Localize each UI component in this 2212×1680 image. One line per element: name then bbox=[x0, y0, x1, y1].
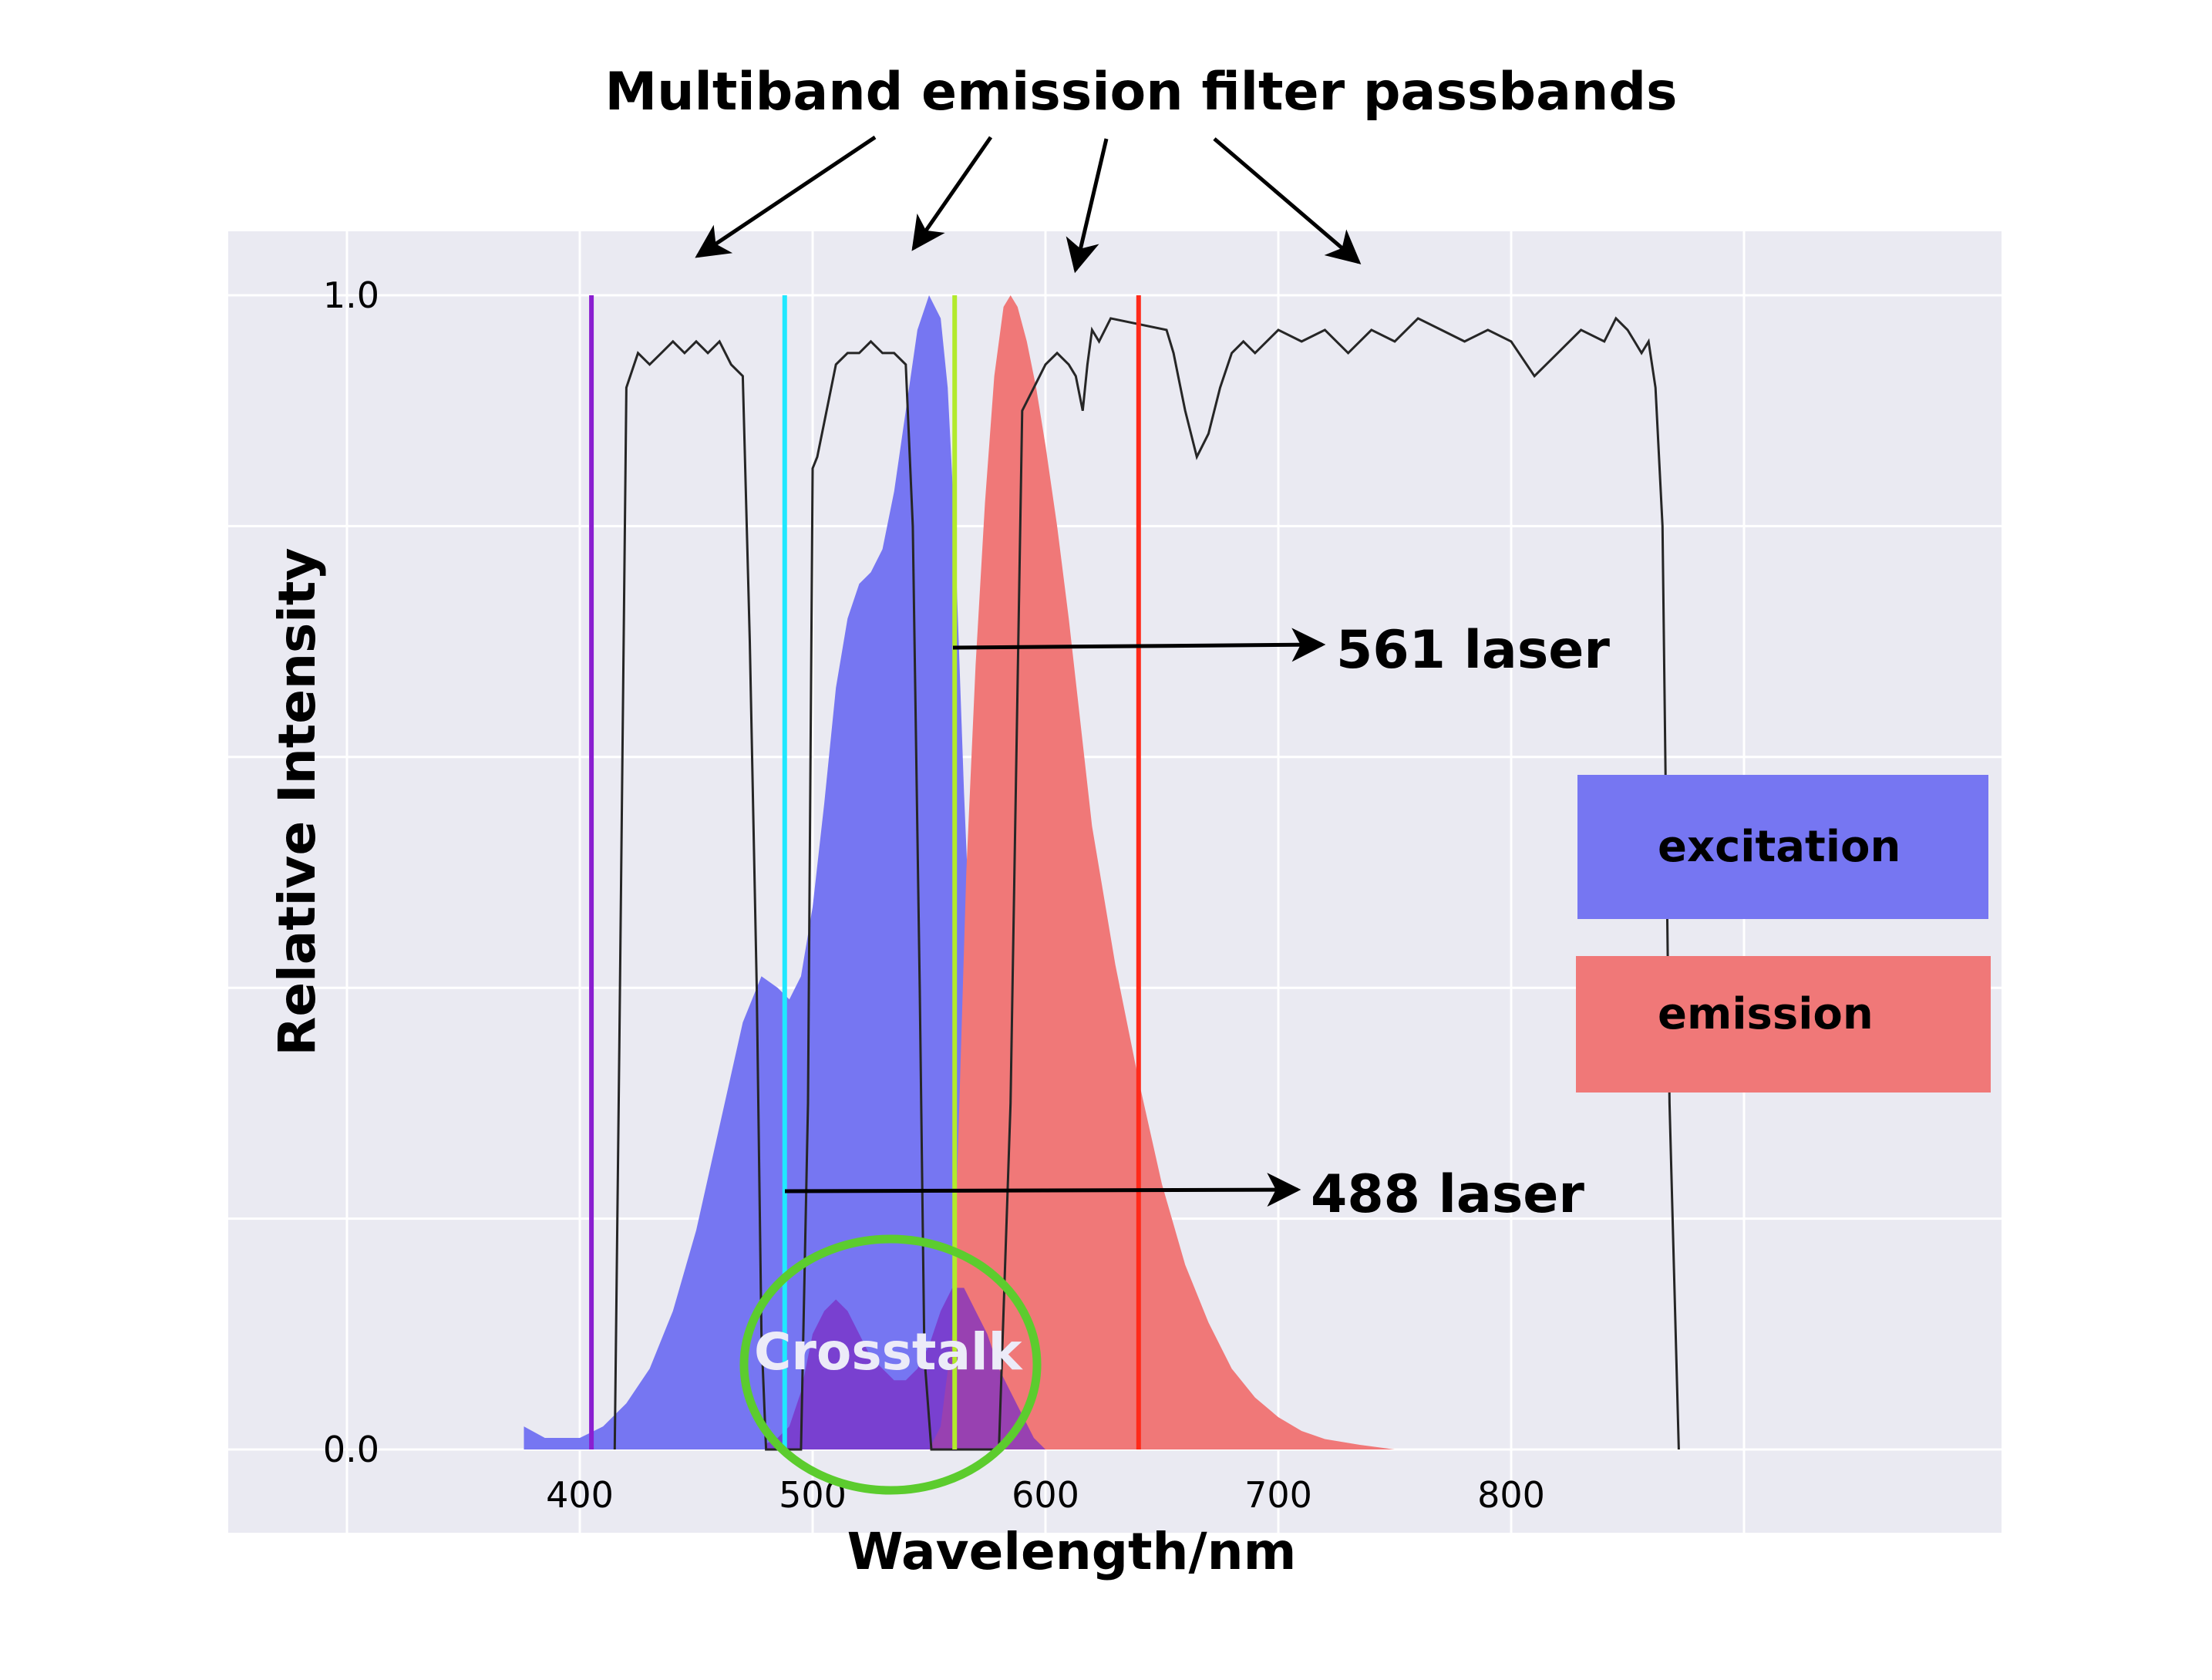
laser-488-arrow bbox=[784, 1173, 1301, 1207]
x-tick-label: 400 bbox=[546, 1474, 614, 1516]
filter-transmission-line bbox=[613, 316, 1680, 1451]
laser-488-label: 488 laser bbox=[1311, 1164, 1584, 1225]
passband-arrow-3 bbox=[1066, 138, 1109, 274]
x-tick-label: 700 bbox=[1244, 1474, 1312, 1516]
excitation-area bbox=[524, 295, 1045, 1449]
laser-561-label: 561 laser bbox=[1336, 620, 1610, 681]
y-axis-label: Relative Intensity bbox=[268, 547, 327, 1055]
passband-arrow-2 bbox=[911, 136, 993, 251]
crosstalk-ring bbox=[739, 1234, 1042, 1495]
x-tick-label: 600 bbox=[1012, 1474, 1079, 1516]
chart-title: Multiband emission filter passbands bbox=[604, 62, 1677, 123]
passband-arrow-4 bbox=[1213, 137, 1362, 264]
y-tick-label: 1.0 bbox=[323, 274, 379, 316]
x-tick-label: 800 bbox=[1477, 1474, 1545, 1516]
passband-arrows bbox=[695, 135, 1362, 274]
laser-lines bbox=[589, 295, 1141, 1449]
x-axis-label: Wavelength/nm bbox=[847, 1522, 1297, 1581]
legend-label-excitation: excitation bbox=[1658, 822, 1901, 872]
legend-label-emission: emission bbox=[1658, 989, 1874, 1039]
crosstalk-overlap-region bbox=[766, 1288, 1045, 1449]
laser-561-arrow bbox=[952, 628, 1326, 662]
emission-area bbox=[929, 295, 1395, 1449]
legend-swatch-emission bbox=[1576, 956, 1991, 1093]
crosstalk-label: Crosstalk bbox=[754, 1322, 1024, 1382]
emission-series bbox=[929, 295, 1395, 1449]
laser-488-annotation: 488 laser bbox=[784, 1164, 1584, 1225]
laser-561-annotation: 561 laser bbox=[952, 620, 1610, 681]
crosstalk-annotation: Crosstalk bbox=[739, 1234, 1042, 1495]
y-tick-label: 0.0 bbox=[323, 1429, 379, 1470]
filter-transmission-series bbox=[613, 316, 1680, 1451]
legend: excitation emission bbox=[1576, 775, 1991, 1093]
overlap-area bbox=[766, 1288, 1045, 1449]
legend-swatch-excitation bbox=[1577, 775, 1988, 919]
excitation-series bbox=[524, 295, 1045, 1449]
passband-arrow-1 bbox=[695, 135, 877, 258]
